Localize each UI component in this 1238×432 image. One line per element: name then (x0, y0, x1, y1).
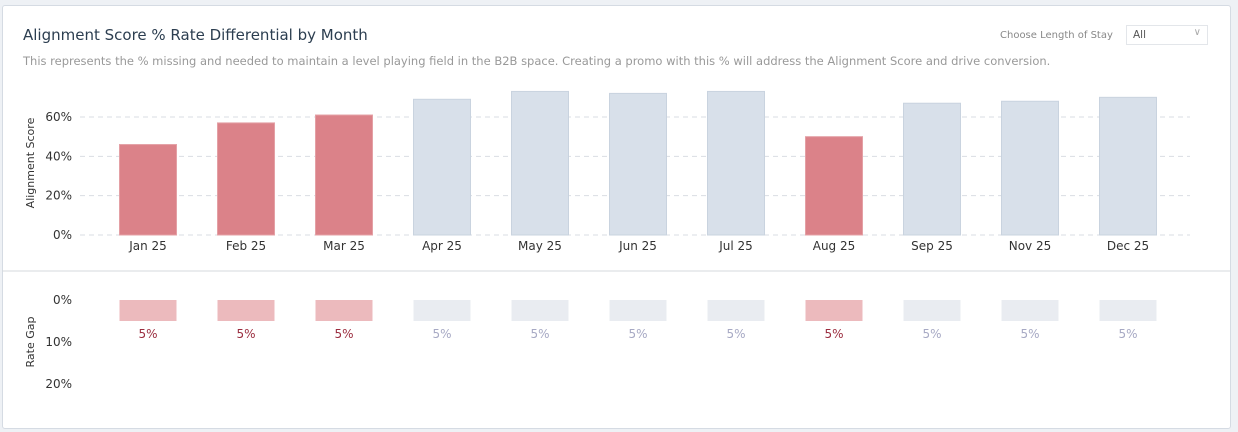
bar (413, 98, 471, 236)
gap-bar (805, 300, 863, 321)
y-tick-label: 0% (53, 228, 72, 242)
gap-data-label: 5% (138, 327, 157, 341)
y-tick-label: 20% (45, 377, 72, 391)
gap-data-label: 5% (432, 327, 451, 341)
bar (903, 102, 961, 236)
gap-bar (119, 300, 177, 321)
gap-data-label: 5% (334, 327, 353, 341)
x-tick-label: Mar 25 (323, 239, 365, 253)
y-tick-label: 20% (45, 189, 72, 203)
gap-bar (707, 300, 765, 321)
x-tick-label: Aug 25 (813, 239, 856, 253)
length-of-stay-select[interactable]: All ∨ (1126, 25, 1208, 45)
bar (707, 90, 765, 236)
x-tick-label: May 25 (518, 239, 562, 253)
x-tick-label: Apr 25 (422, 239, 462, 253)
bar (1001, 100, 1059, 236)
gap-data-label: 5% (628, 327, 647, 341)
select-value: All (1133, 29, 1147, 41)
bar (805, 136, 863, 236)
gap-bar (1001, 300, 1059, 321)
y-tick-label: 40% (45, 149, 72, 163)
gap-data-label: 5% (1020, 327, 1039, 341)
length-of-stay-label: Choose Length of Stay (1000, 30, 1113, 41)
gap-data-label: 5% (530, 327, 549, 341)
bar (511, 90, 569, 236)
bar (1099, 96, 1157, 236)
gap-bar (903, 300, 961, 321)
gap-data-label: 5% (922, 327, 941, 341)
y-tick-label: 60% (45, 110, 72, 124)
gap-data-label: 5% (824, 327, 843, 341)
gap-bar (413, 300, 471, 321)
x-tick-label: Jul 25 (718, 239, 753, 253)
gap-data-label: 5% (726, 327, 745, 341)
gap-data-label: 5% (1118, 327, 1137, 341)
x-tick-label: Jun 25 (618, 239, 657, 253)
y-axis-label: Alignment Score (24, 117, 37, 208)
chart-title: Alignment Score % Rate Differential by M… (23, 26, 368, 44)
bar (217, 122, 275, 236)
chart-subtitle: This represents the % missing and needed… (23, 54, 1051, 68)
bar (119, 144, 177, 236)
gap-bar (609, 300, 667, 321)
bar (609, 92, 667, 236)
bar (315, 114, 373, 236)
gap-bar (315, 300, 373, 321)
x-tick-label: Feb 25 (226, 239, 266, 253)
x-tick-label: Dec 25 (1107, 239, 1149, 253)
x-tick-label: Nov 25 (1009, 239, 1052, 253)
x-tick-label: Sep 25 (911, 239, 953, 253)
y-tick-label: 10% (45, 335, 72, 349)
chevron-down-icon: ∨ (1193, 27, 1201, 38)
gap-bar (217, 300, 275, 321)
y-axis-label: Rate Gap (24, 317, 37, 368)
x-tick-label: Jan 25 (128, 239, 167, 253)
gap-bar (511, 300, 569, 321)
y-tick-label: 0% (53, 293, 72, 307)
gap-bar (1099, 300, 1157, 321)
gap-data-label: 5% (236, 327, 255, 341)
